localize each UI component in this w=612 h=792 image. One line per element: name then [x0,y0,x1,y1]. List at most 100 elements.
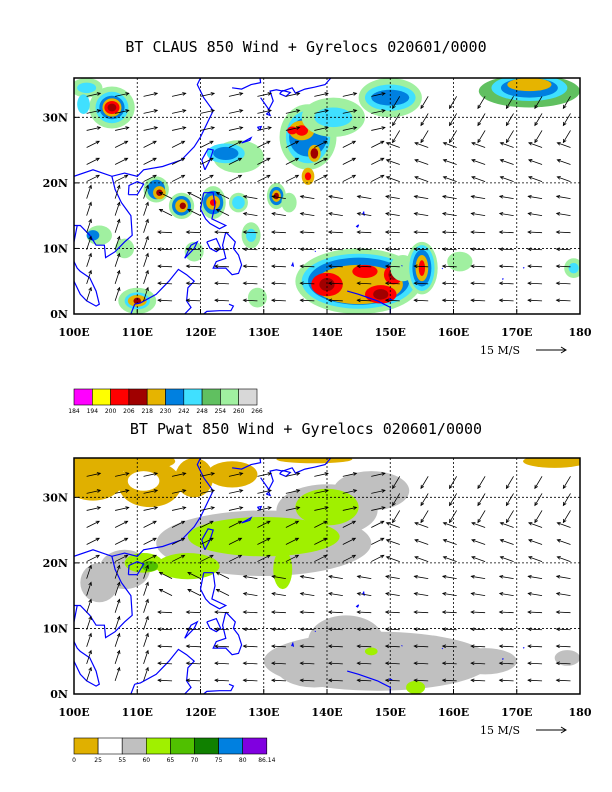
wind-vector [386,539,400,545]
wind-vector-head [145,581,149,586]
wind-vector [385,282,400,285]
wind-vector-head [356,230,361,235]
wind-vector [528,195,543,200]
wind-vector-head [413,610,418,615]
wind-vector-head [270,678,276,683]
wind-vector-head [158,191,164,196]
wind-vector [257,92,272,97]
coastline [212,611,243,656]
reference-vector-label: 15 M/S [480,724,520,737]
wind-vector [328,299,343,302]
wind-vector [556,592,571,597]
wind-vector [216,589,230,597]
wind-vector [500,142,514,148]
wind-vector-head [157,281,162,286]
wind-vector-head [296,126,301,130]
wind-vector-head [414,176,419,180]
y-tick-label: 0N [50,308,68,321]
shaded-region [77,94,90,115]
shaded-region [352,264,378,278]
wind-vector-head [152,174,157,179]
wind-vector-head [420,104,425,110]
wind-vector-head [448,518,453,524]
wind-vector [143,537,157,545]
wind-vector-head [210,92,216,96]
wind-vector-head [555,194,561,199]
wind-vector-head [527,194,532,199]
wind-vector-head [384,264,390,269]
wind-vector-head [352,109,358,113]
shaded-region [80,562,119,603]
wind-vector [285,507,300,511]
wind-vector [471,679,486,682]
wind-vector-head [420,484,425,490]
wind-vector-head [505,501,510,507]
wind-vector [214,231,229,234]
wind-vector [86,109,101,114]
wind-vector [272,592,286,597]
wind-vector-head [441,661,447,666]
wind-vector [300,628,315,631]
wind-vector-head [209,174,214,179]
reference-vector-label: 15 M/S [480,344,520,357]
wind-vector [86,507,101,511]
coastline [74,605,100,687]
x-tick-label: 180 [569,706,592,719]
wind-vector [392,493,401,506]
wind-vector [562,476,571,489]
wind-vector-head [413,678,418,683]
wind-vector-head [556,539,561,543]
wind-vector [271,299,286,302]
wind-vector-head [145,666,149,672]
wind-vector-head [356,194,361,199]
wind-vector-head [88,564,92,569]
wind-vector-head [299,627,304,632]
wind-vector [562,493,571,506]
wind-vector-head [351,554,357,559]
wind-vector [143,157,157,165]
wind-vector [158,282,173,285]
wind-vector-head [413,281,418,286]
wind-vector [442,575,457,580]
wind-vector [328,265,343,268]
wind-vector-head [562,138,567,144]
wind-vector [86,520,100,528]
wind-vector [471,539,486,545]
wind-vector [442,628,457,631]
shaded-region [133,297,142,305]
wind-vector-head [182,506,187,510]
shaded-region [304,172,312,181]
wind-vector-head [88,581,92,586]
y-tick-label: 20N [43,177,68,190]
wind-vector-head [381,109,386,113]
coastline [401,645,403,647]
wind-vector [328,592,343,597]
shaded-region [364,647,378,656]
wind-vector [449,130,458,143]
wind-vector [257,537,271,545]
coastline [201,528,214,551]
wind-vector-head [185,610,190,615]
wind-vector-head [237,157,243,162]
wind-vector-head [214,610,219,615]
shaded-region [273,549,293,590]
wind-vector [300,645,315,648]
wind-vector-head [442,522,448,526]
colorbar-swatch [183,388,203,406]
wind-vector-head [442,142,448,146]
wind-vector [86,92,101,97]
wind-vector [557,176,571,182]
wind-vector-head [145,235,149,240]
wind-vector-head [299,194,305,199]
coastline [388,298,393,301]
wind-vector-head [356,591,361,596]
wind-vector [171,507,186,511]
coastline [522,646,525,649]
wind-vector [414,159,429,165]
wind-vector-head [88,615,92,620]
x-tick-label: 100E [58,706,89,719]
wind-vector-head [116,184,121,189]
wind-vector [471,195,486,200]
wind-vector-head [352,489,358,493]
wind-vector [392,113,401,126]
